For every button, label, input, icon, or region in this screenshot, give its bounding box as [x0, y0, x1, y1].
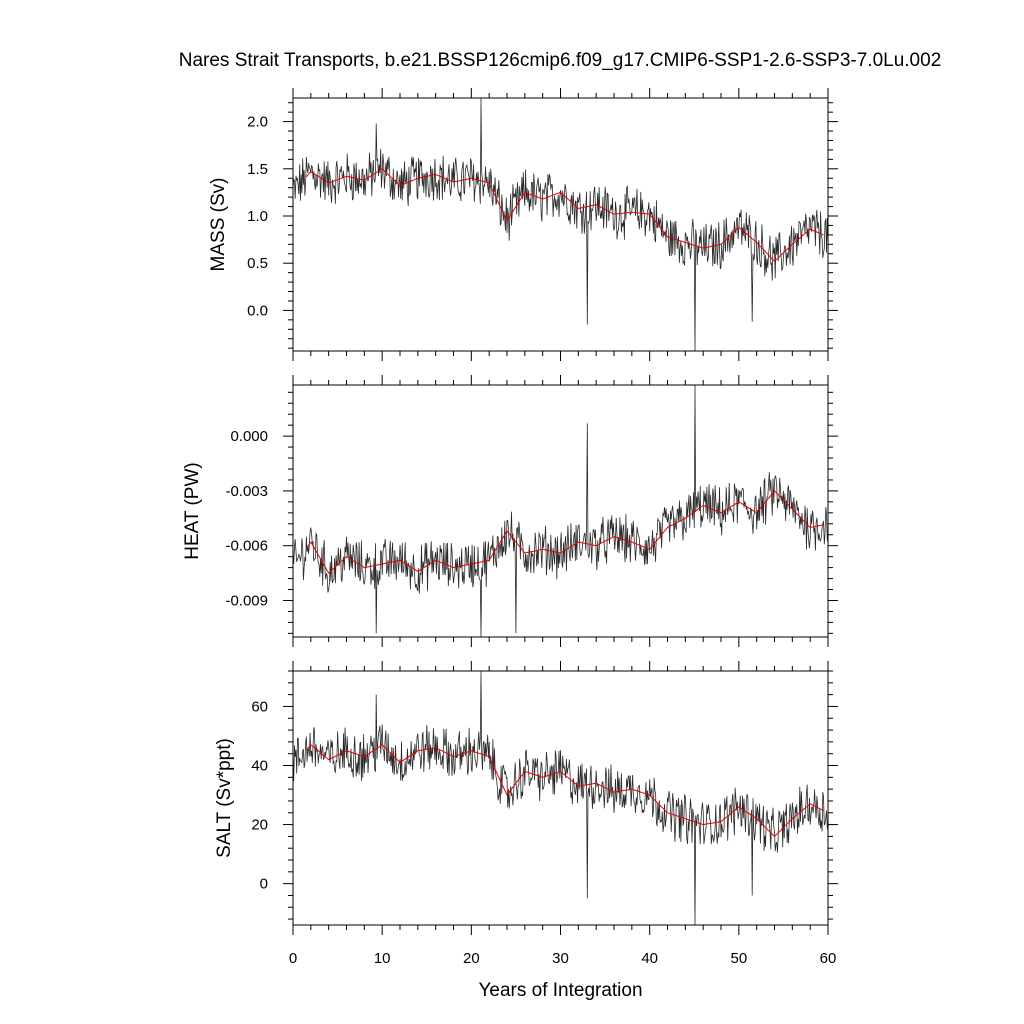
heat-ylabel: HEAT (PW): [182, 462, 203, 559]
mass-ytick-label: 1.5: [247, 161, 268, 178]
heat-ytick-label: -0.006: [225, 538, 268, 555]
heat-ytick-label: -0.009: [225, 592, 268, 609]
heat-ytick-label: 0.000: [230, 428, 268, 445]
mass-ytick-label: 2.0: [247, 114, 268, 131]
xtick-label: 20: [463, 950, 480, 967]
mass-raw-series: [293, 98, 828, 351]
salt-raw-series: [293, 671, 828, 925]
mass-ytick-label: 0.0: [247, 302, 268, 319]
heat-smoothed-series: [305, 490, 824, 574]
xlabel: Years of Integration: [478, 980, 642, 1001]
salt-ytick-label: 60: [251, 698, 268, 715]
mass-ytick-label: 1.0: [247, 208, 268, 225]
mass-plot-frame: [292, 97, 829, 352]
salt-panel: 0 20 40 60 SALT (Sv*ppt) 0 10 20 30 40 50 60 Years o…: [214, 661, 838, 1001]
xtick-label: 30: [552, 950, 569, 967]
heat-ytick-label: -0.003: [225, 483, 268, 500]
xtick-label: 40: [641, 950, 658, 967]
xtick-label: 0: [289, 950, 297, 967]
salt-smoothed-series: [306, 744, 824, 838]
salt-ytick-label: 20: [251, 817, 268, 834]
xtick-label: 10: [374, 950, 391, 967]
mass-ytick-label: 0.5: [247, 255, 268, 272]
mass-ylabel: MASS (Sv): [208, 178, 229, 272]
chart-title: Nares Strait Transports, b.e21.BSSP126cm…: [179, 50, 942, 71]
xtick-label: 50: [730, 950, 747, 967]
heat-raw-series: [293, 385, 828, 637]
salt-ytick-label: 40: [251, 758, 268, 775]
salt-ytick-label: 0: [260, 876, 268, 893]
heat-panel: -0.009 -0.006 -0.003 0.000 HEAT (PW): [182, 375, 838, 647]
mass-smoothed-series: [306, 168, 824, 263]
xtick-label: 60: [820, 950, 837, 967]
salt-ylabel: SALT (Sv*ppt): [214, 738, 235, 858]
mass-panel: 0.0 0.5 1.0 1.5 2.0 MASS (Sv): [208, 88, 838, 361]
